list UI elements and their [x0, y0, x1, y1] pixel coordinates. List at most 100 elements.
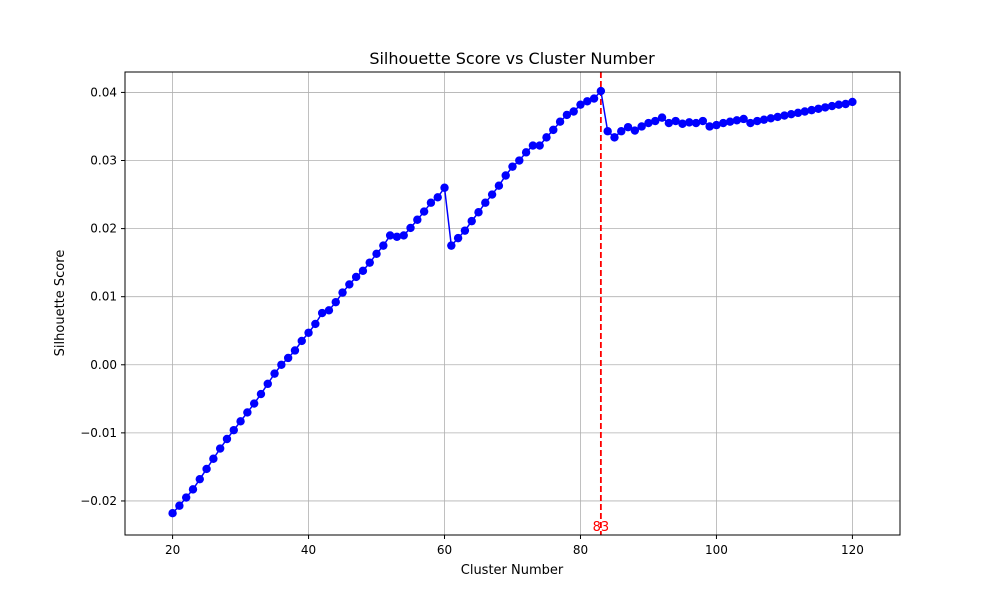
x-tick-label: 40	[301, 543, 316, 557]
plot-frame	[124, 71, 901, 536]
data-point	[168, 509, 177, 518]
y-tick-label: 0.04	[90, 85, 117, 99]
data-point	[501, 171, 510, 180]
data-point	[657, 113, 667, 122]
data-point	[202, 464, 211, 474]
data-point	[447, 241, 456, 250]
data-point	[263, 379, 272, 389]
data-point	[807, 105, 816, 115]
data-point	[664, 118, 674, 128]
y-tick-label: 0.01	[90, 290, 117, 304]
data-point	[270, 369, 279, 378]
data-point	[345, 280, 354, 289]
data-point	[603, 127, 612, 136]
data-point	[338, 288, 347, 297]
y-tick-label: 0.03	[90, 154, 117, 168]
data-point	[644, 118, 653, 128]
data-point	[691, 118, 701, 128]
reference-line-group: 83	[593, 72, 610, 535]
data-point	[521, 148, 531, 157]
data-point	[222, 434, 232, 444]
data-point	[800, 107, 810, 116]
data-point	[351, 272, 361, 282]
data-point	[705, 122, 714, 131]
data-point	[426, 198, 436, 207]
x-tick-label: 120	[841, 543, 864, 557]
data-point	[671, 116, 680, 126]
data-point	[188, 485, 198, 494]
data-point	[555, 117, 565, 126]
data-point	[712, 120, 721, 130]
reference-line-label: 83	[593, 520, 610, 535]
data-point	[834, 100, 844, 109]
data-point	[848, 97, 857, 107]
data-point	[596, 86, 606, 96]
data-point	[827, 101, 837, 111]
data-point	[651, 116, 660, 126]
grid	[125, 72, 900, 535]
data-point	[508, 162, 517, 171]
data-point	[623, 122, 633, 132]
data-point	[460, 226, 470, 235]
data-point	[698, 116, 708, 126]
y-tick-label: 0.02	[90, 222, 117, 236]
data-point	[195, 474, 204, 484]
data-point	[766, 114, 776, 123]
data-point	[181, 493, 191, 502]
data-point	[535, 141, 544, 150]
axes: 20 40 60 80 100 120 −0.02 −0.01 0.00 0.01 0.02 0.03…	[80, 71, 901, 557]
data-point	[399, 231, 408, 240]
y-tick-label: −0.01	[80, 426, 117, 440]
data-point	[685, 118, 694, 127]
y-axis-label: Silhouette Score	[53, 250, 68, 357]
data-point	[229, 425, 238, 435]
data-point	[317, 308, 327, 318]
data-point	[467, 216, 476, 226]
data-point	[175, 501, 184, 510]
data-point	[725, 117, 735, 126]
series-group	[168, 86, 857, 518]
x-tick-label: 100	[705, 543, 728, 557]
data-point	[746, 118, 755, 128]
data-point	[453, 233, 463, 243]
data-point	[440, 183, 449, 192]
data-point	[719, 118, 728, 128]
data-point	[773, 112, 782, 122]
y-tick-label: 0.00	[90, 358, 117, 372]
x-tick-label: 60	[437, 543, 452, 557]
data-point	[562, 110, 572, 120]
data-point	[256, 389, 266, 399]
data-point	[481, 198, 490, 207]
data-point	[406, 223, 415, 233]
data-point	[494, 181, 504, 190]
data-point	[365, 258, 374, 267]
data-point	[739, 114, 748, 124]
data-point	[630, 126, 640, 135]
data-point	[759, 115, 769, 124]
data-point	[249, 399, 259, 408]
data-point	[324, 306, 334, 315]
data-point	[617, 127, 626, 136]
data-point	[583, 97, 592, 106]
data-point	[297, 336, 306, 346]
data-point	[780, 111, 789, 120]
data-point	[515, 156, 524, 165]
data-point	[814, 104, 823, 113]
data-point	[549, 125, 558, 135]
data-point	[209, 454, 218, 463]
data-point	[841, 99, 850, 109]
data-point	[304, 328, 313, 337]
data-point	[821, 103, 830, 112]
data-point	[419, 207, 429, 216]
data-point	[236, 417, 245, 426]
data-point	[528, 141, 538, 150]
chart-title: Silhouette Score vs Cluster Number	[369, 49, 655, 68]
data-point	[433, 193, 442, 202]
x-tick-label: 80	[573, 543, 588, 557]
data-point	[243, 408, 252, 417]
data-point	[358, 266, 368, 276]
x-axis-label: Cluster Number	[461, 563, 564, 578]
